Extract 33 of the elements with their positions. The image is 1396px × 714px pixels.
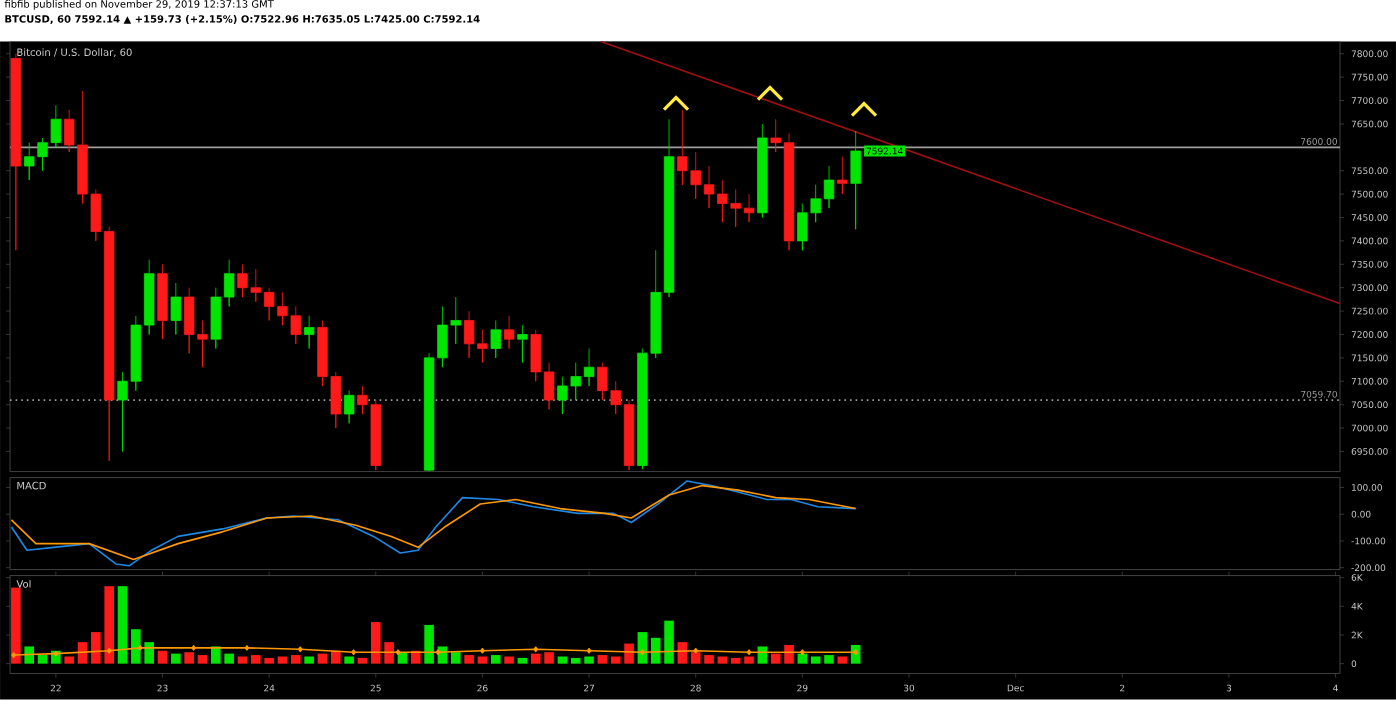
bar: [424, 625, 434, 664]
bar: [824, 655, 834, 664]
bar: [557, 656, 568, 664]
bar: [717, 656, 728, 664]
bar: [117, 586, 128, 664]
bar: [810, 656, 821, 664]
bar: [277, 656, 288, 664]
bar: [504, 656, 514, 664]
bar: [37, 655, 48, 664]
bar: [837, 656, 848, 664]
bar: [24, 646, 34, 664]
bar: [197, 655, 208, 664]
bar: [357, 658, 368, 664]
bar: [797, 653, 808, 664]
bar: [477, 656, 488, 664]
bar: [317, 653, 328, 664]
bar: [490, 655, 501, 664]
bar: [450, 652, 461, 664]
bar: [171, 653, 181, 664]
bar: [770, 653, 781, 664]
bar: [291, 655, 301, 664]
bar: [517, 658, 528, 664]
bar: [597, 655, 608, 664]
bar: [304, 656, 314, 664]
bar: [64, 656, 74, 664]
bar: [344, 656, 354, 664]
bar: [464, 655, 474, 664]
bar: [11, 587, 21, 664]
bar: [637, 632, 648, 664]
bar: [331, 650, 341, 664]
bar: [157, 650, 168, 664]
bar: [184, 652, 194, 664]
bar: [237, 656, 248, 664]
